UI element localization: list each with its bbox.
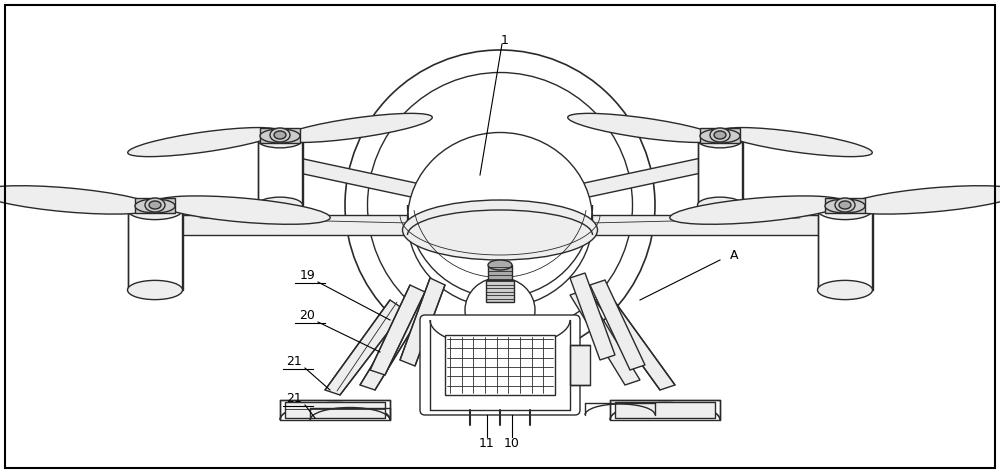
Ellipse shape — [818, 201, 872, 219]
Polygon shape — [400, 278, 445, 366]
Ellipse shape — [845, 186, 1000, 214]
Ellipse shape — [368, 72, 633, 338]
Bar — [260, 128, 300, 143]
Bar — [700, 128, 740, 143]
Ellipse shape — [270, 128, 290, 142]
Bar — [486, 280, 514, 302]
Ellipse shape — [258, 132, 302, 148]
Ellipse shape — [345, 50, 655, 360]
Polygon shape — [610, 400, 720, 420]
Ellipse shape — [488, 260, 512, 270]
Ellipse shape — [721, 128, 872, 157]
Text: 21: 21 — [286, 354, 302, 368]
Bar — [488, 265, 512, 285]
Bar — [258, 140, 303, 205]
Polygon shape — [570, 273, 615, 360]
Polygon shape — [155, 215, 410, 235]
Polygon shape — [595, 295, 675, 390]
Ellipse shape — [698, 197, 742, 213]
Bar — [615, 402, 715, 418]
Text: 21: 21 — [286, 392, 302, 404]
Ellipse shape — [670, 196, 845, 224]
Ellipse shape — [281, 114, 432, 142]
Polygon shape — [325, 300, 405, 395]
Ellipse shape — [568, 114, 719, 142]
Polygon shape — [590, 215, 845, 235]
Ellipse shape — [258, 197, 302, 213]
Bar — [135, 198, 175, 213]
FancyBboxPatch shape — [420, 315, 580, 415]
Polygon shape — [280, 400, 390, 420]
Ellipse shape — [402, 200, 598, 260]
Polygon shape — [570, 290, 640, 385]
Ellipse shape — [835, 198, 855, 212]
Ellipse shape — [825, 199, 865, 213]
Ellipse shape — [149, 201, 161, 209]
Text: 20: 20 — [299, 308, 315, 322]
Ellipse shape — [839, 201, 851, 209]
Text: 10: 10 — [504, 437, 520, 449]
Ellipse shape — [135, 199, 175, 213]
Ellipse shape — [714, 131, 726, 139]
Ellipse shape — [465, 278, 535, 342]
Ellipse shape — [698, 132, 742, 148]
Bar — [825, 198, 865, 213]
Text: 1: 1 — [501, 34, 509, 46]
Text: 19: 19 — [299, 269, 315, 281]
Ellipse shape — [145, 198, 165, 212]
Polygon shape — [590, 280, 645, 370]
Ellipse shape — [128, 201, 182, 219]
Ellipse shape — [0, 186, 155, 214]
Bar — [698, 140, 743, 205]
Ellipse shape — [274, 131, 286, 139]
Bar — [445, 335, 555, 395]
Bar — [570, 345, 590, 385]
Bar — [818, 210, 873, 290]
Ellipse shape — [155, 196, 330, 224]
Ellipse shape — [700, 129, 740, 143]
Bar — [285, 402, 385, 418]
Text: 11: 11 — [479, 437, 495, 449]
Ellipse shape — [408, 132, 592, 307]
Text: A: A — [730, 248, 738, 262]
Ellipse shape — [128, 280, 182, 299]
Polygon shape — [360, 295, 430, 390]
Ellipse shape — [128, 128, 279, 157]
Polygon shape — [575, 155, 715, 200]
Ellipse shape — [710, 128, 730, 142]
Ellipse shape — [260, 129, 300, 143]
Polygon shape — [370, 285, 425, 375]
Ellipse shape — [818, 280, 872, 299]
Polygon shape — [285, 155, 425, 200]
Bar — [128, 210, 183, 290]
